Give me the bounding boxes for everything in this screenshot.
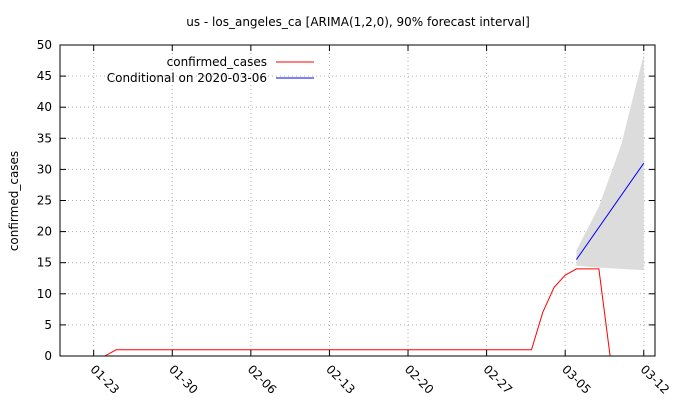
y-tick-label: 20	[37, 225, 52, 239]
x-tick-label: 01-30	[166, 362, 201, 397]
x-tick-label: 01-23	[88, 362, 123, 397]
y-tick-label: 40	[37, 100, 52, 114]
forecast-interval-area	[576, 54, 644, 271]
y-tick-label: 10	[37, 287, 52, 301]
x-tick-label: 03-05	[559, 362, 594, 397]
x-tick-label: 02-06	[245, 362, 280, 397]
forecast-interval-band	[576, 54, 644, 271]
plot-frame	[59, 44, 656, 357]
series-lines	[104, 162, 645, 357]
x-tick-label: 03-12	[638, 362, 673, 397]
x-tick-label: 02-27	[480, 362, 515, 397]
y-tick-label: 50	[37, 38, 52, 52]
chart-title: us - los_angeles_ca [ARIMA(1,2,0), 90% f…	[186, 15, 530, 29]
axis-ticks: 0 5 10 15 20 25 30 35 40 45 50 01-23 01-30 02-06 02-13…	[37, 38, 672, 397]
y-tick-label: 25	[37, 194, 52, 208]
y-tick-label: 35	[37, 131, 52, 145]
legend-label-conditional: Conditional on 2020-03-06	[107, 71, 267, 85]
x-tick-label: 02-20	[402, 362, 437, 397]
legend: confirmed_cases Conditional on 2020-03-06	[107, 55, 314, 85]
y-tick-label: 0	[44, 349, 52, 363]
confirmed-cases-line	[104, 268, 611, 357]
conditional-forecast-line	[576, 162, 645, 260]
y-tick-label: 15	[37, 256, 52, 270]
y-tick-label: 5	[44, 318, 52, 332]
y-tick-label: 45	[37, 69, 52, 83]
legend-label-confirmed-cases: confirmed_cases	[167, 55, 267, 69]
y-axis-label: confirmed_cases	[7, 151, 21, 251]
grid	[60, 45, 655, 356]
y-tick-label: 30	[37, 162, 52, 176]
x-tick-label: 02-13	[323, 362, 358, 397]
